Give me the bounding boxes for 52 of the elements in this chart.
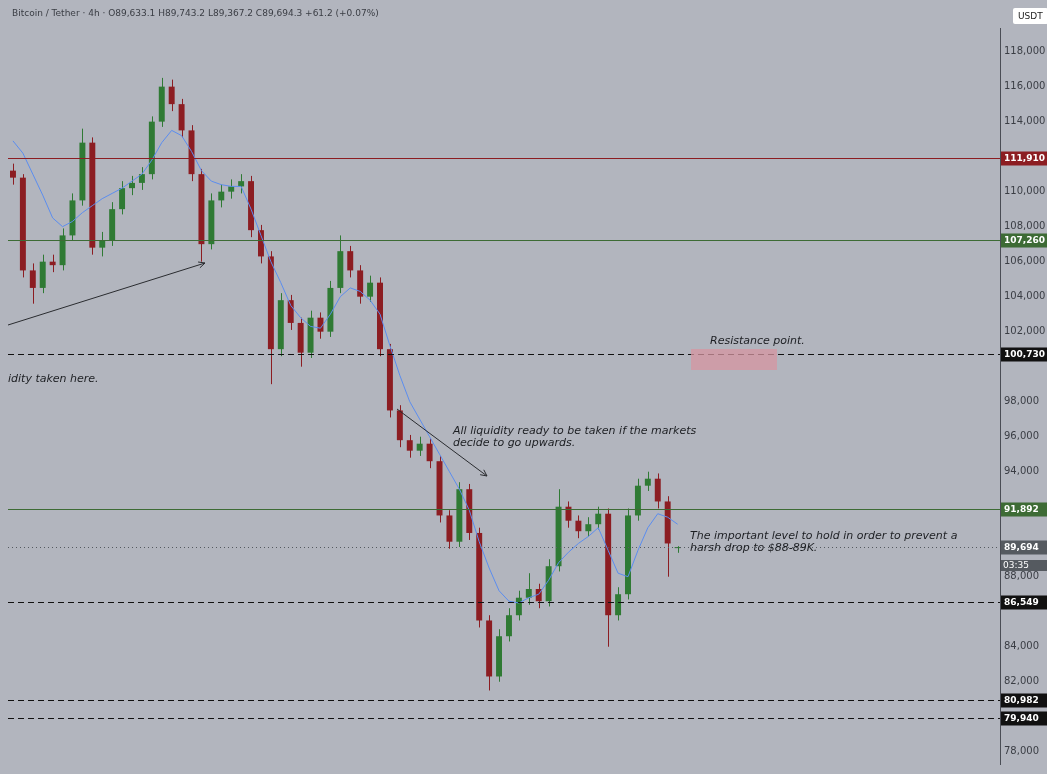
annotation: Resistance point. xyxy=(710,334,806,347)
y-tick-label: 118,000 xyxy=(1004,45,1046,57)
ref-line-label: 91,892 xyxy=(1004,503,1039,514)
ref-line-label: 107,260 xyxy=(1004,234,1045,245)
candlestick xyxy=(575,514,582,539)
candlestick xyxy=(426,437,433,469)
text: 03:35 xyxy=(1001,560,1047,571)
y-tick-label: 78,000 xyxy=(1004,745,1039,757)
candlestick xyxy=(29,262,36,305)
y-tick-label: 82,000 xyxy=(1004,675,1039,687)
ref-line-label: 89,694 xyxy=(1004,541,1039,552)
candlestick xyxy=(119,180,126,215)
y-tick-label: 116,000 xyxy=(1004,80,1046,92)
candlestick xyxy=(644,471,651,492)
y-tick-label: 108,000 xyxy=(1004,220,1046,232)
candlestick xyxy=(367,275,374,303)
candlestick xyxy=(9,163,16,186)
ref-line-label: 111,910 xyxy=(1004,152,1045,163)
candlestick xyxy=(238,173,245,194)
ref-line-label: 100,730 xyxy=(1004,348,1045,359)
candlestick xyxy=(138,166,145,191)
annotation: idity taken here. xyxy=(8,372,100,385)
candlestick xyxy=(168,79,175,112)
text: USDT xyxy=(1013,8,1047,24)
candlestick xyxy=(99,231,106,257)
candlestick xyxy=(585,516,592,537)
chart-title: Bitcoin / Tether · 4h · O89,633.1 H89,743.2 L89,367.2 C89,694.3 +61.2 (+0.07%) xyxy=(12,8,379,18)
candlestick xyxy=(416,436,423,457)
candlestick xyxy=(525,572,532,606)
y-tick-label: 96,000 xyxy=(1004,430,1039,442)
y-tick-label: 102,000 xyxy=(1004,325,1046,337)
candlestick xyxy=(505,607,512,642)
y-tick-label: 94,000 xyxy=(1004,465,1039,477)
annotation: All liquidity ready to be taken if the markets decide to go upwards. xyxy=(453,424,698,449)
candlestick xyxy=(406,434,413,459)
ref-line-label: 80,982 xyxy=(1004,694,1039,705)
y-tick-label: 114,000 xyxy=(1004,115,1046,127)
y-tick-label: 110,000 xyxy=(1004,185,1046,197)
candlestick xyxy=(615,586,622,621)
y-tick-label: 98,000 xyxy=(1004,395,1039,407)
candlestick xyxy=(129,175,135,196)
y-tick-label: 84,000 xyxy=(1004,640,1039,652)
candlestick xyxy=(218,184,225,208)
candlestick xyxy=(347,245,354,278)
y-tick-label: 104,000 xyxy=(1004,290,1046,302)
annotation: The important level to hold in order to prevent a harsh drop to $88-89K. xyxy=(690,529,959,554)
candlestick xyxy=(287,294,294,331)
ref-line-label: 86,549 xyxy=(1004,596,1039,607)
candlestick xyxy=(654,472,661,509)
ref-line-label: 79,940 xyxy=(1004,712,1039,723)
y-tick-label: 88,000 xyxy=(1004,570,1039,582)
y-tick-label: 106,000 xyxy=(1004,255,1046,267)
